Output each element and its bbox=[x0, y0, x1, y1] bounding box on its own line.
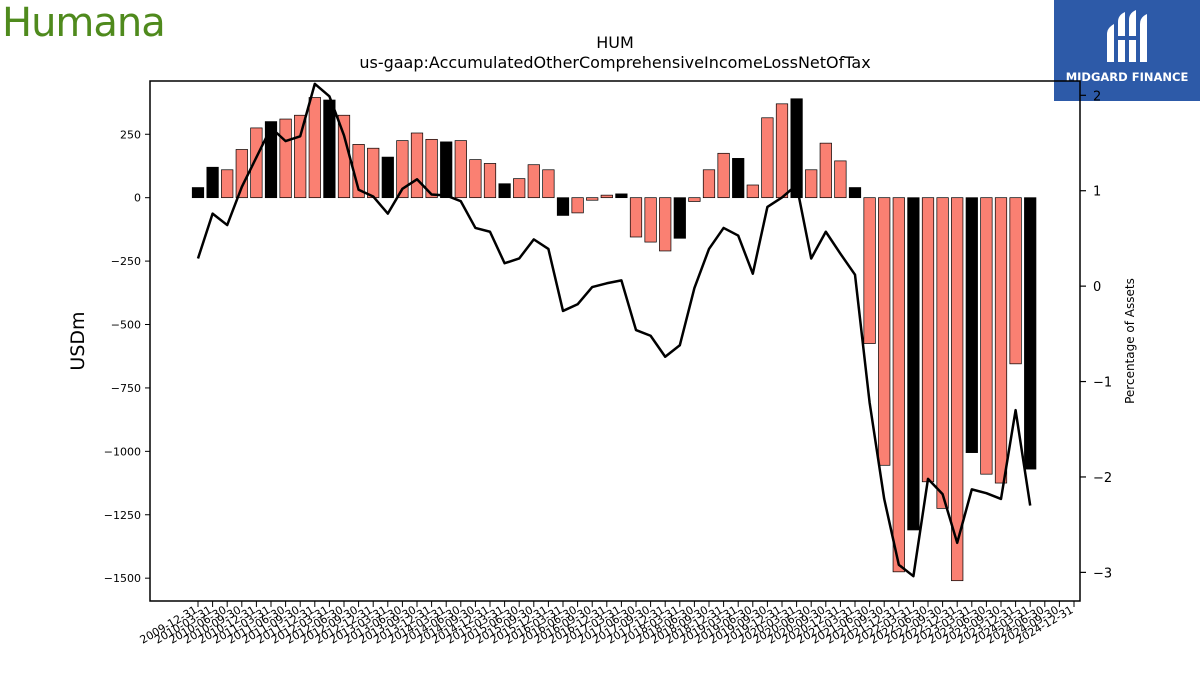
bar bbox=[936, 197, 949, 509]
midgard-finance-wordmark: MIDGARD FINANCE bbox=[1065, 70, 1189, 84]
bar bbox=[834, 160, 847, 199]
midgard-mark-icon bbox=[1107, 10, 1147, 62]
y-tick-label: −1250 bbox=[104, 509, 141, 522]
y2-tick-label: 0 bbox=[1093, 280, 1101, 295]
y-tick-label: −250 bbox=[111, 255, 141, 268]
bar bbox=[629, 197, 643, 238]
bar bbox=[542, 169, 555, 199]
bar bbox=[367, 147, 380, 199]
bar bbox=[746, 184, 759, 199]
y2-tick-label: −3 bbox=[1093, 566, 1112, 581]
midgard-finance-logo: MIDGARD FINANCE bbox=[1054, 0, 1200, 101]
y-tick-label: −750 bbox=[111, 382, 141, 395]
y2-tick-label: −1 bbox=[1093, 376, 1112, 391]
bar bbox=[556, 197, 570, 216]
bar bbox=[805, 169, 818, 199]
bar bbox=[980, 197, 993, 475]
y-tick-label: −500 bbox=[111, 319, 141, 332]
bar bbox=[498, 183, 511, 199]
bar bbox=[848, 187, 862, 199]
bar bbox=[659, 197, 672, 252]
bar bbox=[790, 98, 803, 199]
bar bbox=[279, 118, 292, 199]
bar bbox=[221, 169, 234, 199]
y-axis-label: USDm bbox=[67, 311, 89, 370]
bar bbox=[863, 197, 876, 344]
bar bbox=[775, 103, 789, 199]
bar bbox=[206, 166, 219, 199]
bar bbox=[907, 197, 920, 531]
bar bbox=[673, 197, 686, 239]
y2-tick-label: −2 bbox=[1093, 471, 1112, 486]
y-tick-label: 250 bbox=[120, 128, 141, 141]
bar bbox=[410, 132, 424, 199]
bar bbox=[308, 97, 321, 199]
bar bbox=[571, 197, 584, 214]
y-tick-label: 0 bbox=[134, 192, 141, 205]
bar bbox=[965, 197, 978, 453]
bar bbox=[732, 158, 745, 199]
bar bbox=[440, 141, 453, 199]
bar bbox=[892, 197, 905, 573]
plot-frame bbox=[149, 80, 1081, 602]
humana-logo: Humana bbox=[2, 0, 166, 46]
percentage-line bbox=[196, 82, 1032, 578]
chart-subtitle: us-gaap:AccumulatedOtherComprehensiveInc… bbox=[359, 53, 871, 72]
bar bbox=[513, 178, 526, 199]
bar bbox=[878, 197, 891, 466]
bar bbox=[527, 164, 540, 199]
y-tick-label: −1500 bbox=[104, 572, 141, 585]
bar bbox=[951, 197, 964, 582]
bar bbox=[717, 152, 730, 199]
bar bbox=[819, 142, 832, 199]
chart-title: HUM bbox=[596, 33, 634, 52]
bar bbox=[250, 127, 263, 199]
bar bbox=[600, 194, 613, 199]
bar bbox=[1009, 197, 1022, 365]
bar bbox=[323, 99, 336, 199]
bar bbox=[994, 197, 1008, 484]
bar bbox=[761, 117, 774, 199]
bar bbox=[191, 187, 205, 199]
bar bbox=[454, 140, 467, 199]
bar bbox=[615, 193, 628, 199]
y2-tick-label: 2 bbox=[1093, 89, 1101, 104]
y-tick-label: −1000 bbox=[104, 445, 141, 458]
bar bbox=[425, 138, 438, 199]
y2-axis-label: Percentage of Assets bbox=[1123, 278, 1137, 404]
bar bbox=[264, 121, 278, 199]
bar bbox=[235, 149, 248, 199]
bar bbox=[688, 197, 701, 202]
bar bbox=[396, 140, 409, 199]
bar bbox=[483, 163, 497, 199]
bar bbox=[921, 197, 935, 483]
bar bbox=[1024, 197, 1037, 470]
bar bbox=[586, 197, 599, 201]
bar bbox=[294, 114, 307, 199]
bar bbox=[644, 197, 657, 243]
y2-tick-label: 1 bbox=[1093, 185, 1101, 200]
bar bbox=[381, 156, 394, 199]
bar bbox=[469, 159, 482, 199]
bar bbox=[702, 169, 716, 199]
